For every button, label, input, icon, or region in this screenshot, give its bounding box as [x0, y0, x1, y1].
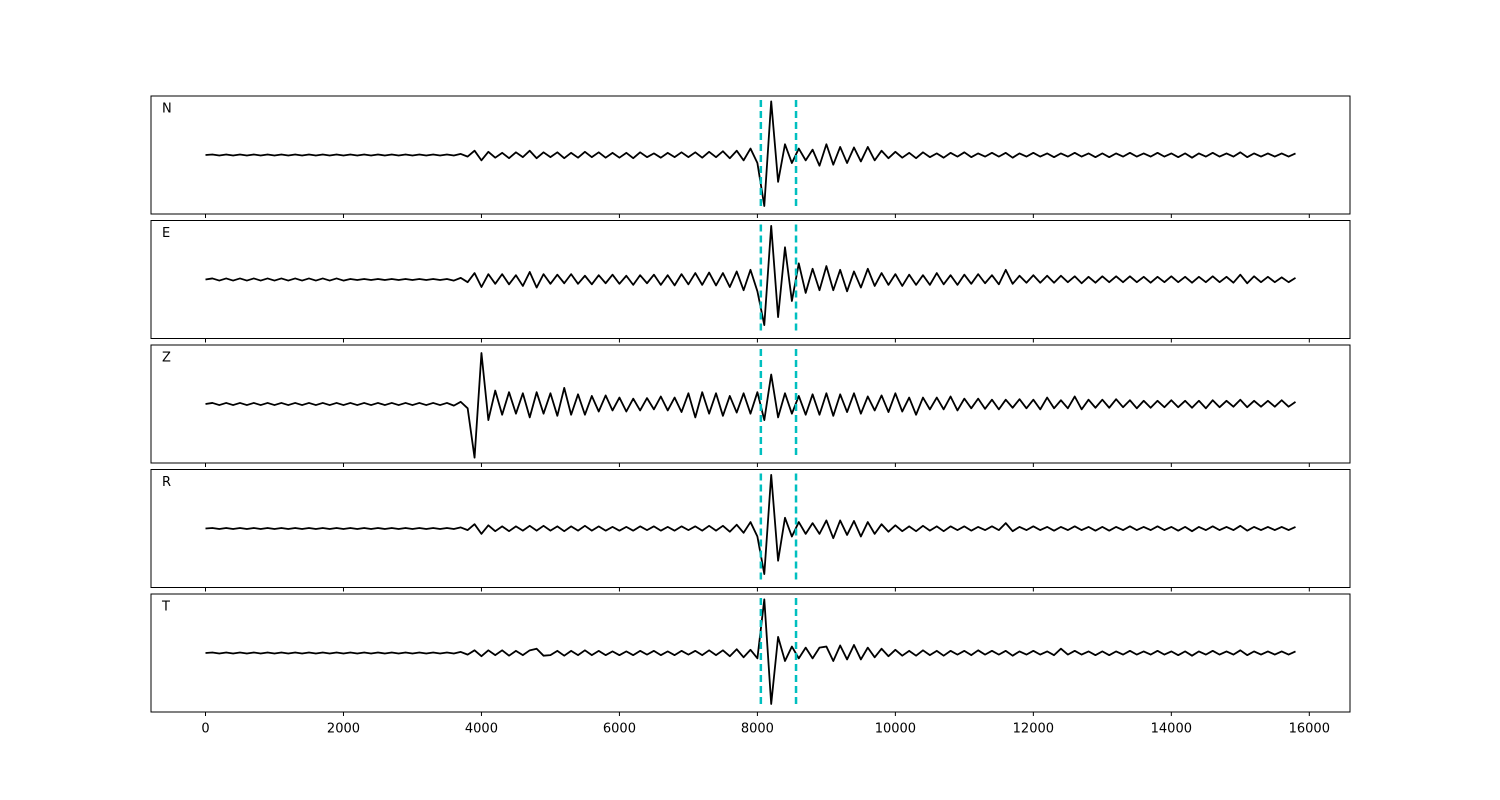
panel-frame — [150, 95, 1351, 215]
x-tick-label: 16000 — [1289, 722, 1330, 737]
x-tick-label: 0 — [201, 722, 209, 737]
panel-label: N — [162, 102, 172, 117]
x-tick-label: 10000 — [875, 722, 916, 737]
trace — [205, 100, 1296, 207]
panel-label: E — [162, 226, 170, 241]
trace — [205, 352, 1297, 459]
trace — [205, 598, 1296, 705]
trace — [205, 224, 1296, 326]
panel-frame — [150, 469, 1351, 588]
x-tick-label: 12000 — [1013, 722, 1054, 737]
panel-frame — [150, 593, 1351, 713]
panel-frame — [150, 220, 1351, 339]
panel-frame — [150, 344, 1351, 464]
panel-label: Z — [162, 351, 171, 366]
panel-label: R — [162, 475, 171, 490]
x-tick-label: 14000 — [1151, 722, 1192, 737]
x-tick-label: 6000 — [603, 722, 636, 737]
trace — [205, 473, 1296, 575]
x-tick-label: 8000 — [741, 722, 774, 737]
x-tick-label: 4000 — [465, 722, 498, 737]
panel-label: T — [161, 600, 170, 615]
x-tick-label: 2000 — [327, 722, 360, 737]
